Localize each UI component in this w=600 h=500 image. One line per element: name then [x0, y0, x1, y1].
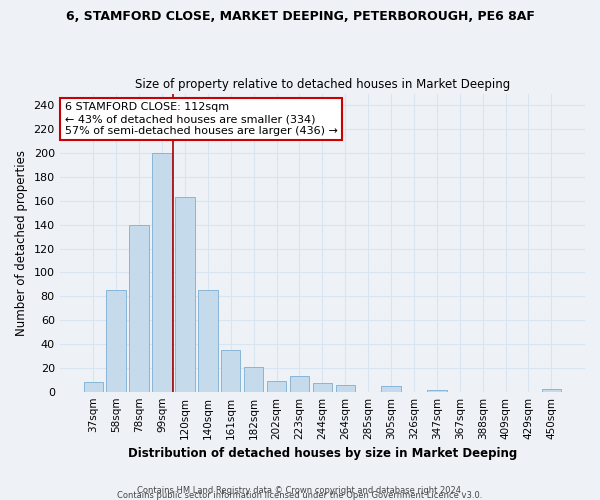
Bar [130, 224, 149, 392]
Title: Size of property relative to detached houses in Market Deeping: Size of property relative to detached ho… [135, 78, 510, 91]
Text: Contains HM Land Registry data © Crown copyright and database right 2024.: Contains HM Land Registry data © Crown c… [137, 486, 463, 495]
Bar [221, 350, 241, 392]
Bar [335, 384, 355, 392]
Bar [83, 382, 103, 392]
Text: Contains public sector information licensed under the Open Government Licence v3: Contains public sector information licen… [118, 491, 482, 500]
Bar [382, 386, 401, 392]
Bar [267, 381, 286, 392]
Bar [175, 198, 194, 392]
Bar [313, 384, 332, 392]
Bar [198, 290, 218, 392]
Text: 6 STAMFORD CLOSE: 112sqm
← 43% of detached houses are smaller (334)
57% of semi-: 6 STAMFORD CLOSE: 112sqm ← 43% of detach… [65, 102, 338, 136]
Text: 6, STAMFORD CLOSE, MARKET DEEPING, PETERBOROUGH, PE6 8AF: 6, STAMFORD CLOSE, MARKET DEEPING, PETER… [65, 10, 535, 23]
Bar [244, 366, 263, 392]
Bar [427, 390, 446, 392]
Bar [542, 390, 561, 392]
Y-axis label: Number of detached properties: Number of detached properties [15, 150, 28, 336]
Bar [290, 376, 309, 392]
X-axis label: Distribution of detached houses by size in Market Deeping: Distribution of detached houses by size … [128, 447, 517, 460]
Bar [152, 153, 172, 392]
Bar [106, 290, 126, 392]
